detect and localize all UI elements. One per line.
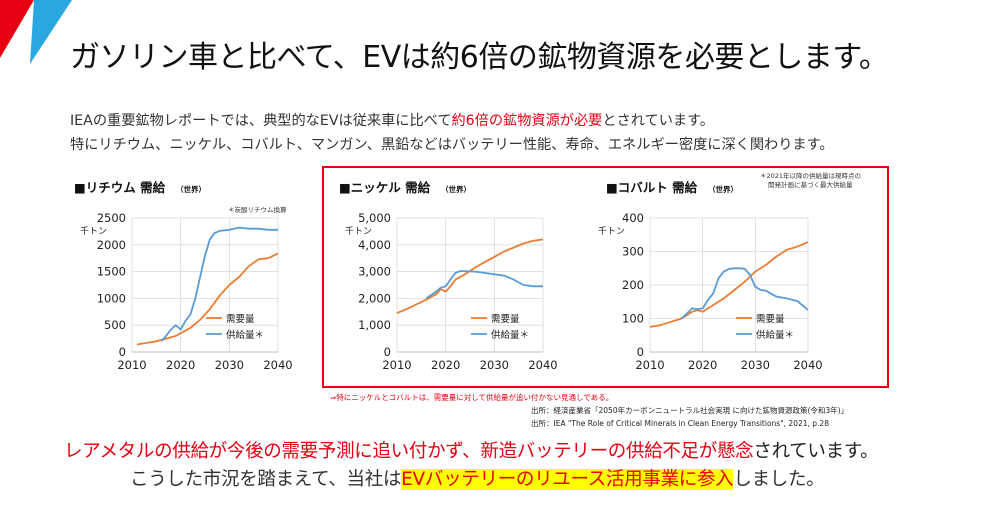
nickel-ylabel: 千トン bbox=[345, 226, 372, 237]
cobalt-series-demand-line bbox=[649, 241, 809, 328]
cobalt-xtick-label: 2010 bbox=[635, 358, 664, 372]
cobalt-ylabel: 千トン bbox=[598, 226, 625, 237]
lithium-ytick-label: 0 bbox=[119, 345, 126, 359]
cobalt-legend-label: 供給量＊ bbox=[756, 329, 794, 341]
cobalt-chart-title-sub: （世界） bbox=[708, 184, 738, 194]
lithium-ytick-label: 1500 bbox=[97, 265, 126, 279]
source-meti: 出所：経済産業省「2050年カーボンニュートラル社会実現 に向けた鉱物資源政策(… bbox=[531, 406, 849, 415]
intro-line-1: IEAの重要鉱物レポートでは、典型的なEVは従来車に比べて約6倍の鉱物資源が必要… bbox=[70, 110, 714, 130]
cobalt-ytick-label: 100 bbox=[622, 312, 644, 326]
intro-line-1-c: とされています。 bbox=[602, 113, 715, 129]
lithium-ytick-label: 500 bbox=[104, 318, 126, 332]
lithium-chart-wrap: ■リチウム 需給 （世界） ＊炭酸リチウム換算 0 500 1000 1500 2000 250… bbox=[68, 176, 308, 381]
nickel-ytick-label: 0 bbox=[384, 345, 391, 359]
intro-highlight: 約6倍の鉱物資源が必要 bbox=[451, 113, 603, 129]
lithium-legend-label: 需要量 bbox=[226, 314, 255, 325]
nickel-chart: ■ニッケル 需給 （世界） 0 1,000 2,000 3,000 4,000 5,000 20… bbox=[339, 180, 558, 372]
cobalt-chart: ■コバルト 需給 （世界） ＊2021年以降の供給量は現時点の開発計画に基づく最大供… bbox=[598, 171, 861, 372]
nickel-legend-label: 需要量 bbox=[491, 314, 520, 325]
cobalt-chart-note-2: 開発計画に基づく最大供給量 bbox=[768, 180, 853, 189]
lithium-xtick-label: 2040 bbox=[263, 358, 292, 372]
cobalt-chart-wrap: ■コバルト 需給 （世界） ＊2021年以降の供給量は現時点の 開発計画に基づく最大供… bbox=[598, 166, 861, 381]
nickel-chart-title-sub: （世界） bbox=[441, 184, 471, 194]
nickel-chart-wrap: ■ニッケル 需給 （世界） 0 1,000 2,000 3,000 4,000 5,000 20… bbox=[333, 176, 573, 381]
nickel-xtick-label: 2030 bbox=[480, 358, 509, 372]
cobalt-chart-note-1: ＊2021年以降の供給量は現時点の bbox=[760, 171, 861, 180]
nickel-xtick-label: 2020 bbox=[431, 358, 460, 372]
cobalt-xtick-label: 2030 bbox=[741, 358, 770, 372]
cobalt-ytick-label: 300 bbox=[622, 245, 644, 259]
lithium-ylabel: 千トン bbox=[80, 226, 107, 237]
conclusion-line-2-a: こうした市況を踏まえて、当社は bbox=[130, 469, 402, 490]
lithium-ytick-label: 2000 bbox=[97, 238, 126, 252]
slide-title: ガソリン車と比べて、EVは約6倍の鉱物資源を必要とします。 bbox=[70, 40, 889, 75]
nickel-series-supply-line bbox=[425, 270, 543, 300]
nickel-ytick-label: 1,000 bbox=[358, 318, 391, 332]
nickel-cobalt-highlight-frame bbox=[322, 166, 889, 388]
lithium-ytick-label: 1000 bbox=[97, 291, 126, 305]
nickel-chart-title: ■ニッケル 需給 bbox=[339, 180, 431, 195]
lithium-chart-title: ■リチウム 需給 bbox=[74, 180, 166, 195]
cobalt-ytick-label: 0 bbox=[637, 345, 644, 359]
nickel-ytick-label: 4,000 bbox=[358, 238, 391, 252]
nickel-ytick-label: 2,000 bbox=[358, 291, 391, 305]
lithium-chart-title-sub: （世界） bbox=[176, 184, 206, 194]
lithium-chart: ■リチウム 需給 （世界） ＊炭酸リチウム換算 0 500 1000 1500 2000 250… bbox=[74, 180, 293, 372]
lithium-ytick-label: 2500 bbox=[97, 211, 126, 225]
cobalt-series-supply-line bbox=[680, 267, 809, 320]
chart-note: ⇒特にニッケルとコバルトは、需要量に対して供給量が追い付かない見通しである。 bbox=[330, 393, 614, 402]
lithium-series-supply-line bbox=[160, 226, 278, 342]
nickel-xtick-label: 2010 bbox=[382, 358, 411, 372]
intro-line-1-a: IEAの重要鉱物レポートでは、典型的なEVは従来車に比べて bbox=[70, 113, 452, 129]
lithium-legend-label: 供給量＊ bbox=[226, 329, 264, 341]
conclusion-line-2-c: しました。 bbox=[733, 469, 825, 490]
corner-decoration bbox=[0, 0, 72, 64]
lithium-xtick-label: 2030 bbox=[215, 358, 244, 372]
cobalt-xtick-label: 2040 bbox=[793, 358, 822, 372]
cobalt-chart-title: ■コバルト 需給 bbox=[606, 180, 698, 195]
conclusion-line-1-end: されています。 bbox=[753, 441, 879, 462]
business-highlight: EVバッテリーのリユース活用事業に参入 bbox=[401, 469, 734, 490]
nickel-ytick-label: 3,000 bbox=[358, 265, 391, 279]
cobalt-xtick-label: 2020 bbox=[688, 358, 717, 372]
cobalt-ytick-label: 200 bbox=[622, 278, 644, 292]
nickel-ytick-label: 5,000 bbox=[358, 211, 391, 225]
conclusion-line-2: こうした市況を踏まえて、当社はEVバッテリーのリユース活用事業に参入しました。 bbox=[130, 465, 825, 491]
lithium-xtick-label: 2010 bbox=[117, 358, 146, 372]
cobalt-ytick-label: 400 bbox=[622, 211, 644, 225]
nickel-legend-label: 供給量＊ bbox=[491, 329, 529, 341]
conclusion-line-1: レアメタルの供給が今後の需要予測に追い付かず、新造バッテリーの供給不足が懸念され… bbox=[64, 437, 879, 463]
conclusion-warning: レアメタルの供給が今後の需要予測に追い付かず、新造バッテリーの供給不足が懸念 bbox=[64, 441, 754, 462]
cobalt-legend-label: 需要量 bbox=[756, 314, 785, 325]
nickel-xtick-label: 2040 bbox=[528, 358, 557, 372]
intro-line-2: 特にリチウム、ニッケル、コバルト、マンガン、黒鉛などはバッテリー性能、寿命、エネ… bbox=[70, 137, 834, 153]
lithium-xtick-label: 2020 bbox=[166, 358, 195, 372]
source-iea: 出所：IEA "The Role of Critical Minerals in… bbox=[531, 419, 829, 428]
nickel-series-demand-line bbox=[396, 238, 544, 314]
lithium-chart-note: ＊炭酸リチウム換算 bbox=[228, 205, 287, 214]
